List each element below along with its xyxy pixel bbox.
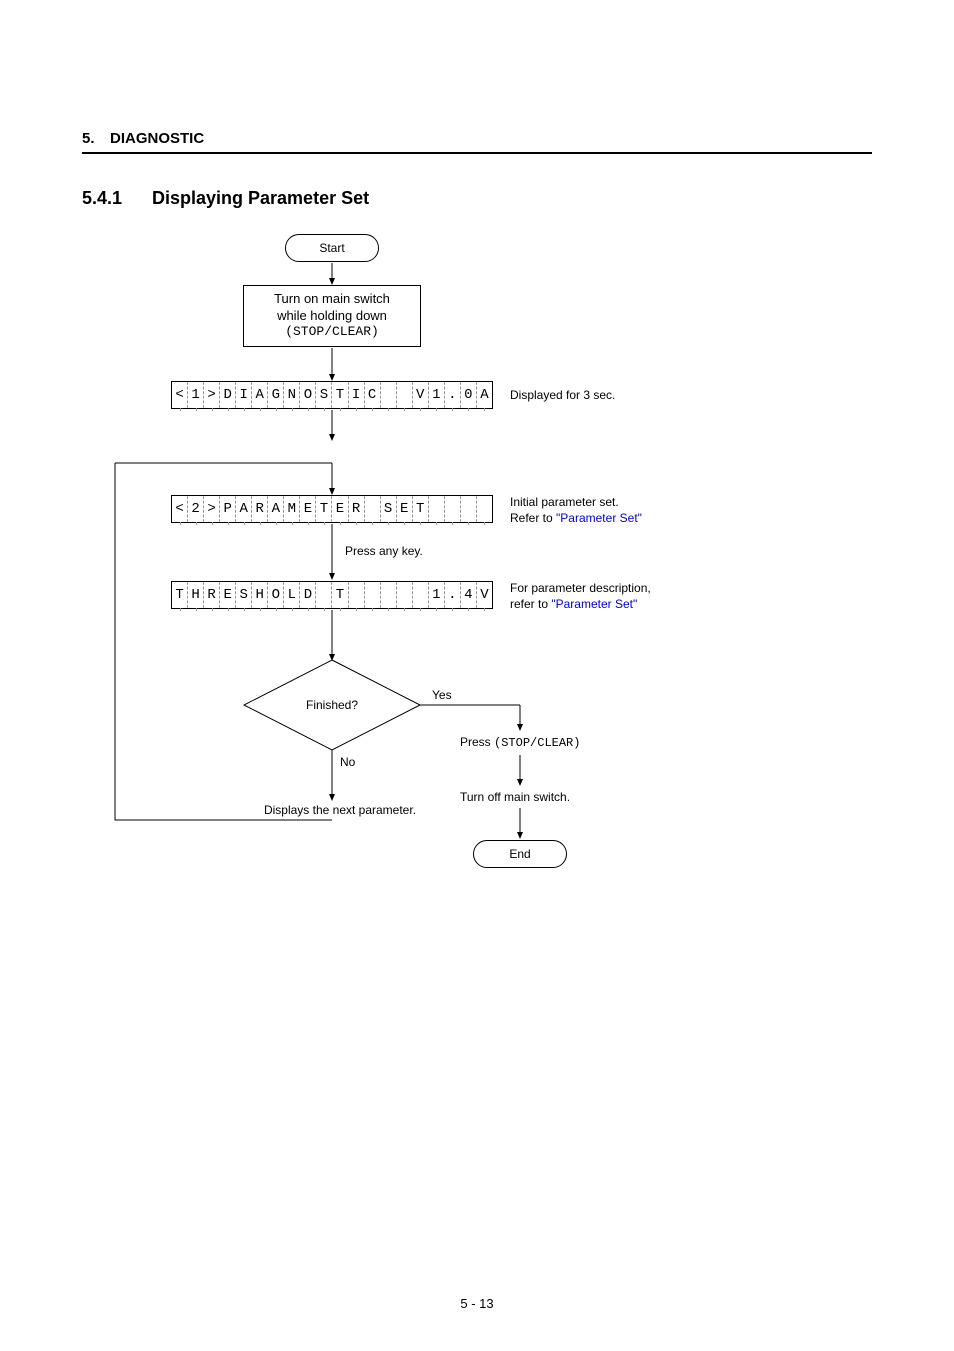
lcd-cell: T [413,496,429,522]
page-footer: 5 - 13 [0,1296,954,1311]
lcd-cell: R [252,496,268,522]
lcd-display-3: THRESHOLDT1.4V [171,581,493,609]
lcd-cell: > [204,382,220,408]
lcd-cell [365,582,381,608]
lcd-cell [365,496,381,522]
lcd-cell [381,582,397,608]
lcd-cell: S [381,496,397,522]
turn-on-line2: while holding down [277,308,387,325]
lcd-cell: E [397,496,413,522]
start-node: Start [285,234,379,262]
lcd2-side-label: Initial parameter set.Refer to "Paramete… [510,495,642,526]
lcd-cell [413,582,429,608]
page: 5. DIAGNOSTIC 5.4.1 Displaying Parameter… [0,0,954,1351]
lcd-cell: > [204,496,220,522]
lcd1-side-label: Displayed for 3 sec. [510,388,615,402]
lcd-cell: < [172,382,188,408]
lcd-cell: P [220,496,236,522]
lcd-cell: R [204,582,220,608]
start-label: Start [319,241,344,255]
lcd-cell: O [268,582,284,608]
turn-on-line1: Turn on main switch [274,291,390,308]
lcd-cell: A [252,382,268,408]
lcd-cell [349,582,365,608]
no-branch-desc: Displays the next parameter. [260,803,420,817]
lcd-cell: E [300,496,316,522]
lcd-cell: E [332,496,348,522]
lcd-cell: 1 [188,382,204,408]
lcd-cell: T [172,582,188,608]
lcd-cell [397,582,413,608]
lcd-cell: 0 [461,382,477,408]
decision-text: Finished? [300,698,364,712]
yes-step2: Turn off main switch. [460,790,640,804]
lcd-cell: T [316,496,332,522]
lcd-cell: S [316,382,332,408]
lcd-cell: A [236,496,252,522]
yes-label: Yes [432,688,452,702]
yes-step1-key: (STOP/CLEAR) [494,736,580,750]
lcd-cell: 1 [429,382,445,408]
lcd-cell: E [220,582,236,608]
lcd2-side-link[interactable]: "Parameter Set" [556,511,642,525]
lcd-cell [477,496,492,522]
lcd-cell: N [284,382,300,408]
end-node: End [473,840,567,868]
lcd-cell: H [188,582,204,608]
lcd-cell: I [349,382,365,408]
lcd-cell [461,496,477,522]
lcd-cell: < [172,496,188,522]
lcd-cell: D [300,582,316,608]
lcd-cell: . [445,382,461,408]
lcd-cell: A [268,496,284,522]
lcd-cell: 2 [188,496,204,522]
lcd-cell [397,382,413,408]
lcd-display-1: <1>DIAGNOSTICV1.0A [171,381,493,409]
press-key-label: Press any key. [345,544,423,558]
lcd-cell: H [252,582,268,608]
lcd-cell: D [220,382,236,408]
lcd-cell: L [284,582,300,608]
lcd-cell [445,496,461,522]
lcd-cell: O [300,382,316,408]
lcd-cell: 1 [429,582,445,608]
yes-step1: Press (STOP/CLEAR) [460,735,640,750]
lcd-cell: A [477,382,492,408]
lcd-cell: I [236,382,252,408]
lcd-cell: R [349,496,365,522]
lcd-cell: S [236,582,252,608]
turn-on-box: Turn on main switch while holding down (… [243,285,421,347]
lcd-cell: G [268,382,284,408]
lcd3-side-link[interactable]: "Parameter Set" [551,597,637,611]
turn-on-key: (STOP/CLEAR) [285,324,379,341]
lcd-cell [316,582,332,608]
lcd-cell [429,496,445,522]
flowchart-svg [0,0,954,1351]
lcd-cell: V [477,582,492,608]
end-label: End [509,847,530,861]
lcd3-side-label: For parameter description,refer to "Para… [510,581,651,612]
lcd-cell: T [332,582,348,608]
lcd-cell [381,382,397,408]
lcd-cell: C [365,382,381,408]
lcd-display-2: <2>PARAMETERSET [171,495,493,523]
lcd-cell: M [284,496,300,522]
lcd-cell: . [445,582,461,608]
lcd-cell: V [413,382,429,408]
yes-step1-press: Press [460,735,491,749]
lcd-cell: 4 [461,582,477,608]
no-label: No [340,755,355,769]
lcd-cell: T [332,382,348,408]
